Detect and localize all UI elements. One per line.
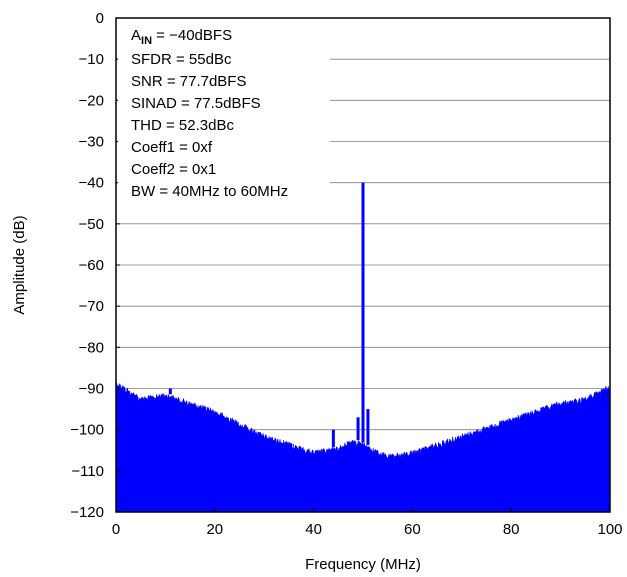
x-tick-label: 80: [503, 521, 520, 538]
annotation-sfdr: SFDR = 55dBc: [131, 51, 232, 68]
annotation-ain-subscript: IN: [141, 35, 152, 47]
x-tick-label: 60: [404, 521, 421, 538]
x-tick-label: 0: [112, 521, 120, 538]
series-trace: [115, 182, 611, 513]
y-axis-ticks: 0 −10 −20 −30 −40 −50 −60 −70 −80 −90 −100 −110 −120: [70, 10, 120, 521]
annotation-mask: [118, 20, 330, 202]
x-tick-label: 100: [597, 521, 622, 538]
annotation-coeff1: Coeff1 = 0xf: [131, 139, 213, 156]
y-tick-label: −120: [70, 504, 104, 521]
y-tick-label: −100: [70, 422, 104, 439]
y-axis-label: Amplitude (dB): [11, 215, 28, 314]
x-tick-label: 20: [206, 521, 223, 538]
y-tick-label: −80: [79, 339, 104, 356]
annotation-ain-prefix: A: [131, 27, 141, 44]
y-tick-label: −90: [79, 381, 104, 398]
x-tick-label: 40: [305, 521, 322, 538]
y-tick-label: −60: [79, 257, 104, 274]
annotation-thd: THD = 52.3dBc: [131, 117, 234, 134]
annotation-coeff2: Coeff2 = 0x1: [131, 161, 216, 178]
y-tick-label: −30: [79, 134, 104, 151]
y-tick-label: −50: [79, 216, 104, 233]
annotation-snr: SNR = 77.7dBFS: [131, 73, 246, 90]
x-axis-ticks: 0 20 40 60 80 100: [112, 508, 623, 538]
annotation-bw: BW = 40MHz to 60MHz: [131, 183, 288, 200]
y-tick-label: −10: [79, 51, 104, 68]
noise-trace-strokes: [116, 384, 610, 512]
annotation-ain: AIN = −40dBFS: [131, 27, 232, 47]
x-axis-label: Frequency (MHz): [305, 556, 421, 573]
y-tick-label: −110: [71, 463, 104, 480]
y-tick-label: −40: [79, 175, 104, 192]
annotation-sinad: SINAD = 77.5dBFS: [131, 95, 261, 112]
annotation-ain-value: = −40dBFS: [152, 27, 232, 44]
stats-annotation: AIN = −40dBFS SFDR = 55dBc SNR = 77.7dBF…: [131, 27, 288, 200]
y-tick-label: −20: [79, 92, 104, 109]
y-tick-label: −70: [79, 298, 104, 315]
y-tick-label: 0: [96, 10, 104, 27]
